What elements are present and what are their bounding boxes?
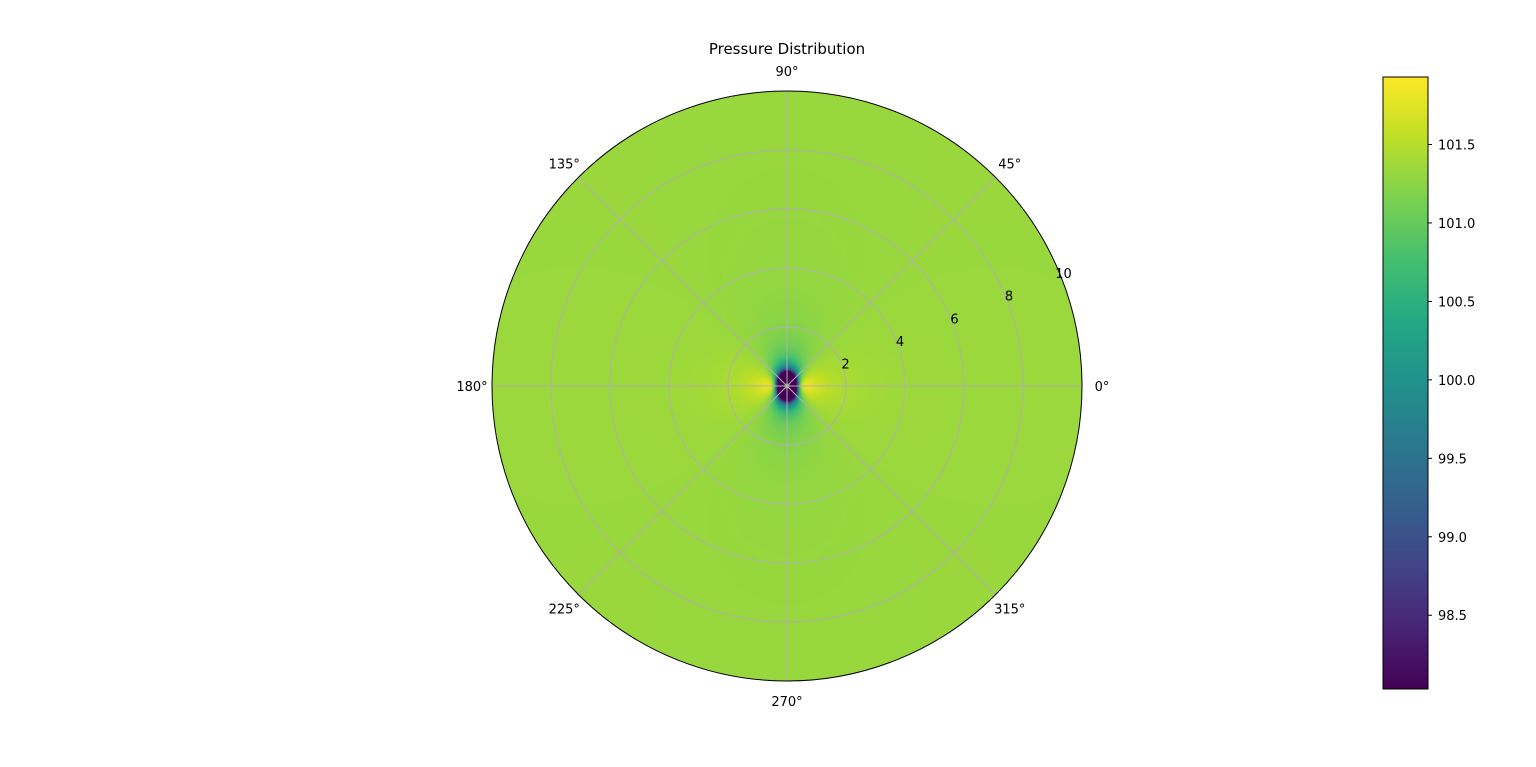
colorbar-tick-label: 99.0	[1438, 531, 1467, 546]
angular-tick-label: 315°	[994, 603, 1025, 618]
colorbar-tick-label: 101.5	[1438, 138, 1475, 153]
colorbar-tick-label: 100.5	[1438, 295, 1475, 310]
polar-grid	[492, 91, 1082, 681]
radial-tick-label: 8	[1005, 290, 1013, 305]
angular-gridline-45	[786, 177, 996, 387]
angular-gridline-225	[578, 385, 788, 595]
angular-tick-label: 225°	[549, 603, 580, 618]
angular-tick-labels: 0° 45° 90° 135° 180° 225° 270° 315°	[456, 65, 1109, 710]
colorbar-ticks: 98.5 99.0 99.5 100.0 100.5 101.0 101.5	[1428, 138, 1475, 624]
polar-axis-outline	[491, 90, 1083, 682]
angular-tick-label: 180°	[456, 380, 487, 395]
radial-tick-label: 2	[841, 357, 849, 372]
angular-tick-label: 270°	[771, 695, 802, 710]
angular-gridline-135	[578, 177, 788, 387]
angular-gridline-315	[786, 385, 996, 595]
chart-title: Pressure Distribution	[709, 40, 865, 58]
angular-tick-label: 45°	[998, 157, 1021, 172]
radial-tick-label: 4	[896, 335, 904, 350]
radial-tick-labels: 2 4 6 8 10	[841, 267, 1071, 372]
angular-tick-label: 90°	[775, 65, 798, 80]
radial-tick-label: 10	[1055, 267, 1072, 282]
colorbar-tick-label: 100.0	[1438, 374, 1475, 389]
colorbar	[1382, 76, 1429, 690]
angular-tick-label: 135°	[549, 157, 580, 172]
colorbar-tick-label: 101.0	[1438, 217, 1475, 232]
radial-tick-label: 6	[950, 312, 958, 327]
angular-tick-label: 0°	[1095, 380, 1110, 395]
colorbar-tick-label: 99.5	[1438, 452, 1467, 467]
colorbar-tick-label: 98.5	[1438, 609, 1467, 624]
